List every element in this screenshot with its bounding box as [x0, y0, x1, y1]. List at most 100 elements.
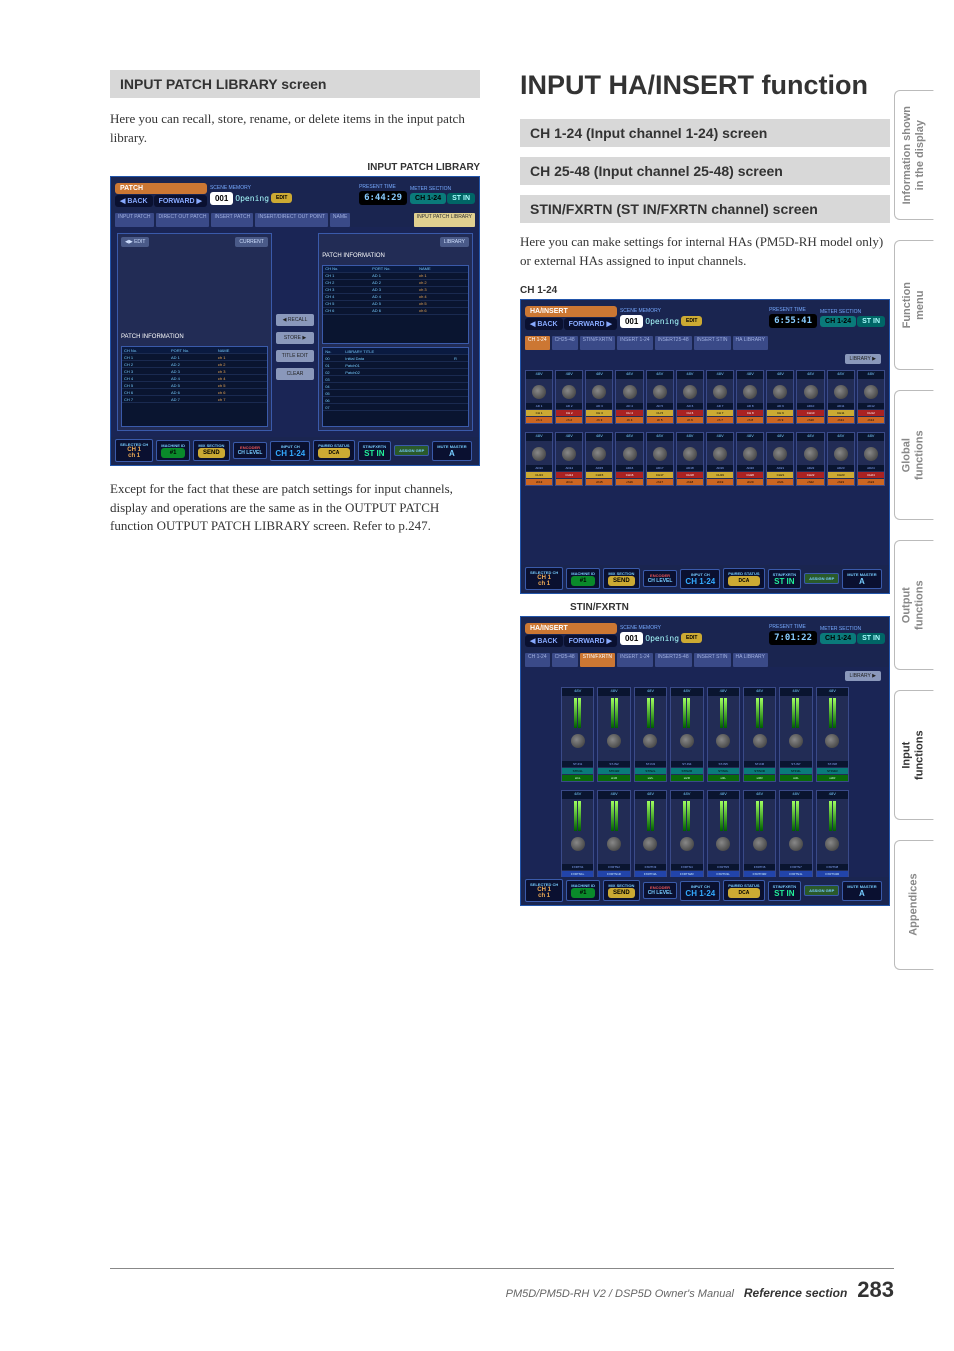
tab[interactable]: HA LIBRARY: [733, 653, 768, 667]
tab[interactable]: NAME: [330, 213, 350, 227]
side-tab[interactable]: Inputfunctions: [894, 690, 934, 820]
tab[interactable]: INSERT 1-24: [617, 653, 653, 667]
meter-ch[interactable]: CH 1-24: [820, 316, 856, 327]
gain-knob[interactable]: [753, 837, 767, 851]
ha-channel-cell[interactable]: 48V AD24 CH24 ch24: [857, 432, 885, 486]
side-tab[interactable]: Appendices: [894, 840, 934, 970]
gain-knob[interactable]: [743, 447, 757, 461]
title-edit-button[interactable]: TITLE EDIT: [276, 350, 314, 362]
gain-knob[interactable]: [592, 385, 606, 399]
ha-channel-cell[interactable]: 48V AD 8 CH 8 ch 8: [736, 370, 764, 424]
phantom-48v[interactable]: 48V: [526, 371, 552, 379]
phantom-48v[interactable]: 48V: [708, 791, 739, 799]
phantom-48v[interactable]: 48V: [737, 371, 763, 379]
phantom-48v[interactable]: 48V: [780, 791, 811, 799]
gain-knob[interactable]: [562, 447, 576, 461]
gain-knob[interactable]: [623, 447, 637, 461]
phantom-48v[interactable]: 48V: [677, 371, 703, 379]
gain-knob[interactable]: [683, 385, 697, 399]
gain-knob[interactable]: [864, 447, 878, 461]
gain-knob[interactable]: [789, 734, 803, 748]
phantom-48v[interactable]: 48V: [647, 371, 673, 379]
phantom-48v[interactable]: 48V: [708, 688, 739, 696]
gain-knob[interactable]: [607, 734, 621, 748]
ha-channel-cell[interactable]: 48V AD12 CH12 ch12: [857, 370, 885, 424]
phantom-48v[interactable]: 48V: [562, 688, 593, 696]
phantom-48v[interactable]: 48V: [797, 371, 823, 379]
ha-channel-cell[interactable]: 48V AD17 CH17 ch17: [646, 432, 674, 486]
phantom-48v[interactable]: 48V: [598, 688, 629, 696]
phantom-48v[interactable]: 48V: [828, 433, 854, 441]
ha-channel-cell[interactable]: 48V FXRTN8 FXRTN4R fx4R: [816, 790, 849, 885]
gain-knob[interactable]: [743, 385, 757, 399]
tab[interactable]: INSERT 1-24: [617, 336, 653, 350]
tab[interactable]: INSERT/DIRECT OUT POINT: [255, 213, 328, 227]
forward-button[interactable]: FORWARD ▶: [564, 635, 617, 647]
input-ch-box[interactable]: INPUT CHCH 1-24: [680, 569, 720, 589]
ha-channel-cell[interactable]: 48V FXRTN1 FXRTN1L fx1L: [561, 790, 594, 885]
gain-knob[interactable]: [825, 837, 839, 851]
phantom-48v[interactable]: 48V: [767, 433, 793, 441]
phantom-48v[interactable]: 48V: [737, 433, 763, 441]
gain-knob[interactable]: [592, 447, 606, 461]
tab[interactable]: INSERT25-48: [655, 336, 692, 350]
phantom-48v[interactable]: 48V: [586, 371, 612, 379]
gain-knob[interactable]: [834, 385, 848, 399]
gain-knob[interactable]: [680, 837, 694, 851]
side-tab[interactable]: Functionmenu: [894, 240, 934, 370]
gain-knob[interactable]: [773, 447, 787, 461]
phantom-48v[interactable]: 48V: [556, 371, 582, 379]
meter-ch[interactable]: CH 1-24: [820, 633, 856, 644]
tab[interactable]: INSERT25-48: [655, 653, 692, 667]
ha-channel-cell[interactable]: 48V AD10 CH10 ch10: [796, 370, 824, 424]
side-tab[interactable]: Information shownin the display: [894, 90, 934, 220]
gain-knob[interactable]: [571, 734, 585, 748]
library-button[interactable]: LIBRARY ▶: [845, 671, 881, 681]
tab[interactable]: INSERT PATCH: [211, 213, 253, 227]
library-button[interactable]: LIBRARY ▶: [845, 354, 881, 364]
gain-knob[interactable]: [713, 447, 727, 461]
phantom-48v[interactable]: 48V: [797, 433, 823, 441]
phantom-48v[interactable]: 48V: [671, 688, 702, 696]
phantom-48v[interactable]: 48V: [858, 433, 884, 441]
ha-channel-cell[interactable]: 48V ST-IN6 STIN3R st3R: [743, 687, 776, 782]
tab[interactable]: CH25-48: [552, 653, 578, 667]
meter-ch[interactable]: CH 1-24: [410, 193, 446, 204]
phantom-48v[interactable]: 48V: [616, 371, 642, 379]
phantom-48v[interactable]: 48V: [707, 433, 733, 441]
gain-knob[interactable]: [825, 734, 839, 748]
gain-knob[interactable]: [713, 385, 727, 399]
gain-knob[interactable]: [753, 734, 767, 748]
phantom-48v[interactable]: 48V: [647, 433, 673, 441]
phantom-48v[interactable]: 48V: [767, 371, 793, 379]
tab[interactable]: STIN/FXRTN: [580, 336, 615, 350]
meter-stin[interactable]: ST IN: [857, 316, 885, 327]
phantom-48v[interactable]: 48V: [556, 433, 582, 441]
phantom-48v[interactable]: 48V: [598, 791, 629, 799]
gain-knob[interactable]: [643, 734, 657, 748]
store-button[interactable]: STORE ▶: [276, 332, 314, 344]
ha-channel-cell[interactable]: 48V ST-IN7 STIN4L st4L: [779, 687, 812, 782]
ha-channel-cell[interactable]: 48V AD13 CH13 ch13: [525, 432, 553, 486]
phantom-48v[interactable]: 48V: [616, 433, 642, 441]
ha-channel-cell[interactable]: 48V FXRTN4 FXRTN2R fx2R: [670, 790, 703, 885]
recall-button[interactable]: ◀ RECALL: [276, 314, 314, 326]
ha-channel-cell[interactable]: 48V FXRTN2 FXRTN1R fx1R: [597, 790, 630, 885]
ha-channel-cell[interactable]: 48V FXRTN7 FXRTN4L fx4L: [779, 790, 812, 885]
gain-knob[interactable]: [773, 385, 787, 399]
tab[interactable]: INSERT STIN: [694, 653, 731, 667]
ha-channel-cell[interactable]: 48V AD14 CH14 ch14: [555, 432, 583, 486]
gain-knob[interactable]: [562, 385, 576, 399]
phantom-48v[interactable]: 48V: [817, 791, 848, 799]
phantom-48v[interactable]: 48V: [744, 791, 775, 799]
forward-button[interactable]: FORWARD ▶: [154, 195, 207, 207]
tab[interactable]: INSERT STIN: [694, 336, 731, 350]
ha-channel-cell[interactable]: 48V AD16 CH16 ch16: [615, 432, 643, 486]
ha-channel-cell[interactable]: 48V ST-IN8 STIN4R st4R: [816, 687, 849, 782]
stin-box[interactable]: STIN/FXRTN ST IN: [358, 441, 392, 461]
phantom-48v[interactable]: 48V: [562, 791, 593, 799]
gain-knob[interactable]: [532, 447, 546, 461]
ha-channel-cell[interactable]: 48V AD 5 CH 5 ch 5: [646, 370, 674, 424]
phantom-48v[interactable]: 48V: [780, 688, 811, 696]
ha-channel-cell[interactable]: 48V ST-IN1 STIN1L st1L: [561, 687, 594, 782]
